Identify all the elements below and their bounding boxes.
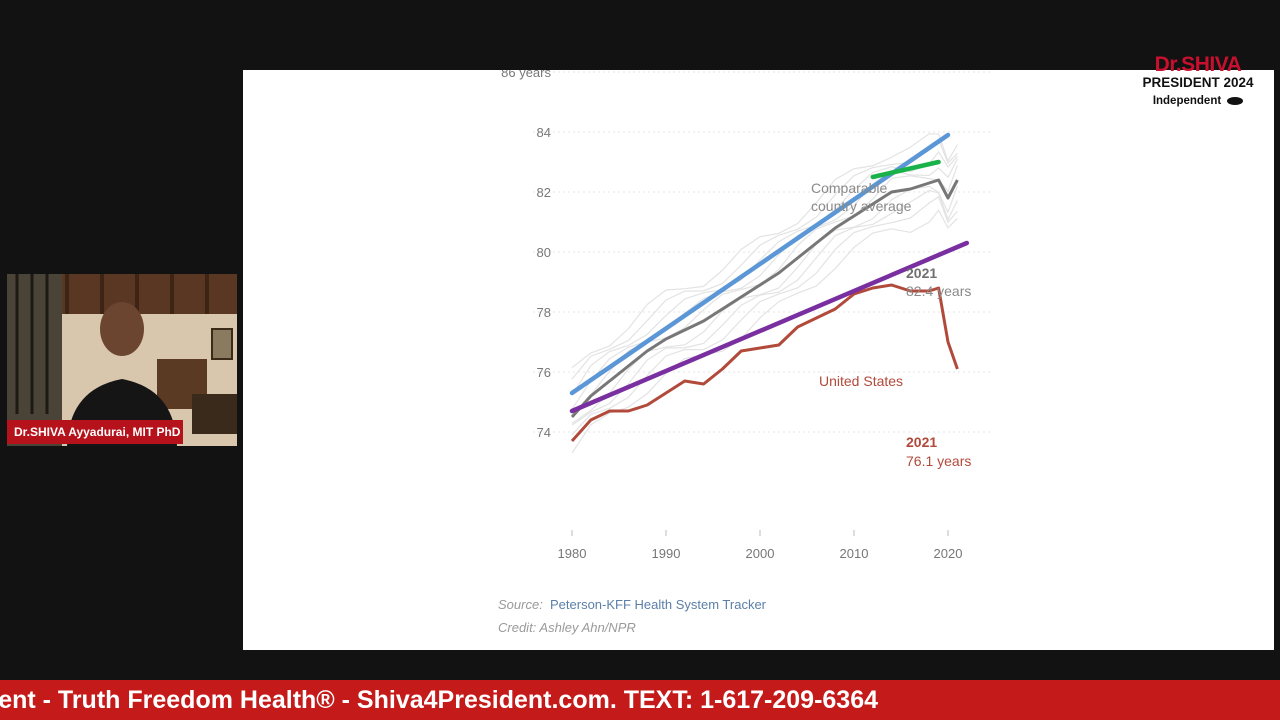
logo-office: PRESIDENT 2024	[1142, 75, 1254, 90]
annotation-comparable-line1: Comparable	[811, 180, 887, 196]
series-line	[570, 283, 959, 443]
country-line	[571, 209, 958, 454]
webcam-video	[7, 274, 237, 446]
annotation-us-year: 2021	[906, 434, 937, 450]
country-line	[571, 133, 958, 369]
annotation-comparable-line2: country average	[811, 198, 912, 214]
y-tick-label: 74	[537, 425, 551, 440]
annotation-us-value: 76.1 years	[906, 453, 971, 469]
x-tick-label: 1980	[558, 546, 587, 561]
y-tick-label: 80	[537, 245, 551, 260]
source-link[interactable]: Peterson-KFF Health System Tracker	[550, 597, 767, 612]
dot-icon	[1227, 97, 1244, 105]
annotation-comparable-value: 82.4 years	[906, 283, 971, 299]
ticker-text: ident - Truth Freedom Health® - Shiva4Pr…	[0, 686, 879, 714]
life-expectancy-chart: 86 years 84 82 80 78 76 74 1980 1990 2000 2010 2020…	[498, 70, 993, 635]
x-tick-label: 2000	[746, 546, 775, 561]
speaker-name-label: Dr.SHIVA Ayyadurai, MIT PhD	[7, 420, 183, 444]
webcam-frame	[7, 274, 237, 446]
trend-line	[569, 240, 970, 414]
logo-party-text: Independent	[1152, 95, 1222, 107]
logo-party: Independent	[1128, 95, 1268, 107]
country-line	[571, 189, 958, 426]
source-prefix: Source:	[498, 597, 546, 612]
x-tick-label: 2010	[840, 546, 869, 561]
y-tick-label: 82	[537, 185, 551, 200]
x-tick-label: 1990	[652, 546, 681, 561]
trend-line	[870, 159, 941, 180]
annotation-comparable-year: 2021	[906, 265, 937, 281]
credit-text: Credit: Ashley Ahn/NPR	[498, 620, 636, 635]
series-line	[570, 178, 959, 419]
slide-panel	[243, 70, 1274, 650]
news-ticker: ident - Truth Freedom Health® - Shiva4Pr…	[0, 680, 1280, 720]
trend-line	[569, 132, 951, 396]
y-tick-label: 78	[537, 305, 551, 320]
campaign-logo: Dr.SHIVA PRESIDENT 2024 Independent	[1128, 54, 1268, 107]
annotation-us-label: United States	[819, 373, 903, 389]
logo-name: Dr.SHIVA	[1154, 53, 1242, 76]
x-tick-label: 2020	[934, 546, 963, 561]
y-tick-label: 76	[537, 365, 551, 380]
y-tick-label: 86 years	[501, 70, 551, 80]
y-tick-label: 84	[537, 125, 551, 140]
country-line	[571, 195, 958, 436]
